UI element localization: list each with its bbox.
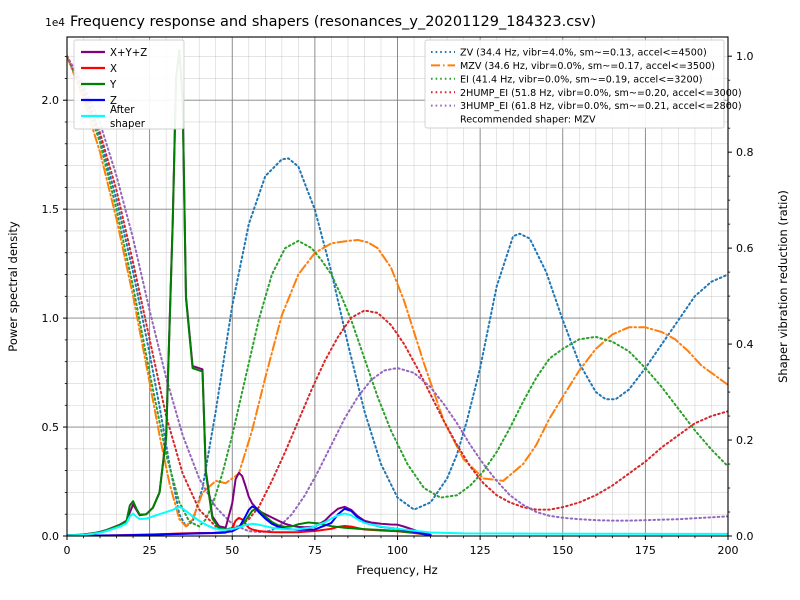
ytick-left-label: 0.5 xyxy=(42,421,60,434)
xtick-label: 75 xyxy=(308,544,322,557)
ytick-left-label: 0.0 xyxy=(42,530,60,543)
plot-border xyxy=(66,36,729,537)
psd-legend-label-4a: After xyxy=(110,105,135,116)
y-axis-label-right: Shaper vibration reduction (ratio) xyxy=(776,190,790,383)
xtick-label: 0 xyxy=(64,544,71,557)
shaper-legend-box xyxy=(424,39,725,129)
psd-legend-box xyxy=(73,39,185,130)
series-layer xyxy=(67,49,728,536)
psd-legend-label-2: Y xyxy=(109,80,117,91)
shaper-curve-2hump_ei xyxy=(67,55,728,530)
psd-legend-label-3: Z xyxy=(110,96,117,107)
shaper-curve-ei xyxy=(67,55,728,528)
ytick-right-label: 1.0 xyxy=(736,50,754,63)
ytick-right-label: 0.2 xyxy=(736,434,754,447)
ytick-right-label: 0.6 xyxy=(736,242,754,255)
xtick-label: 50 xyxy=(225,544,239,557)
psd-curve-aftershaper xyxy=(67,505,728,536)
y-axis-offset-label: 1e4 xyxy=(45,17,65,29)
psd-legend-label-4b: shaper xyxy=(110,119,146,130)
ytick-left-label: 2.0 xyxy=(42,94,60,107)
shaper-legend-label-2hump_ei: 2HUMP_EI (51.8 Hz, vibr=0.0%, sm~=0.20, … xyxy=(460,88,742,99)
ytick-left-label: 1.5 xyxy=(42,203,60,216)
shaper-legend-label-mzv: MZV (34.6 Hz, vibr=0.0%, sm~=0.17, accel… xyxy=(460,61,715,72)
chart-title: Frequency response and shapers (resonanc… xyxy=(70,14,596,30)
xtick-label: 125 xyxy=(470,544,491,557)
ytick-left-label: 1.0 xyxy=(42,312,60,325)
xtick-label: 150 xyxy=(552,544,573,557)
shaper-curve-zv xyxy=(67,55,728,528)
psd-legend-label-1: X xyxy=(110,64,117,75)
ytick-right-label: 0.4 xyxy=(736,338,754,351)
shaper-legend-label-zv: ZV (34.4 Hz, vibr=4.0%, sm~=0.13, accel<… xyxy=(460,48,707,59)
xtick-label: 175 xyxy=(635,544,656,557)
shaper-curve-3hump_ei xyxy=(67,55,728,534)
ytick-right-label: 0.0 xyxy=(736,530,754,543)
y-axis-label-left: Power spectral density xyxy=(6,221,20,352)
ytick-right-label: 0.8 xyxy=(736,146,754,159)
x-axis-label: Frequency, Hz xyxy=(356,563,437,577)
xtick-label: 200 xyxy=(718,544,739,557)
psd-legend-label-0: X+Y+Z xyxy=(110,48,147,59)
shaper-legend-label-ei: EI (41.4 Hz, vibr=0.0%, sm~=0.19, accel<… xyxy=(460,74,702,85)
psd-curve-z xyxy=(67,505,432,536)
xtick-label: 100 xyxy=(387,544,408,557)
recommended-shaper-note: Recommended shaper: MZV xyxy=(460,115,596,126)
shaper-legend-label-3hump_ei: 3HUMP_EI (61.8 Hz, vibr=0.0%, sm~=0.21, … xyxy=(460,101,742,112)
xtick-label: 25 xyxy=(143,544,157,557)
